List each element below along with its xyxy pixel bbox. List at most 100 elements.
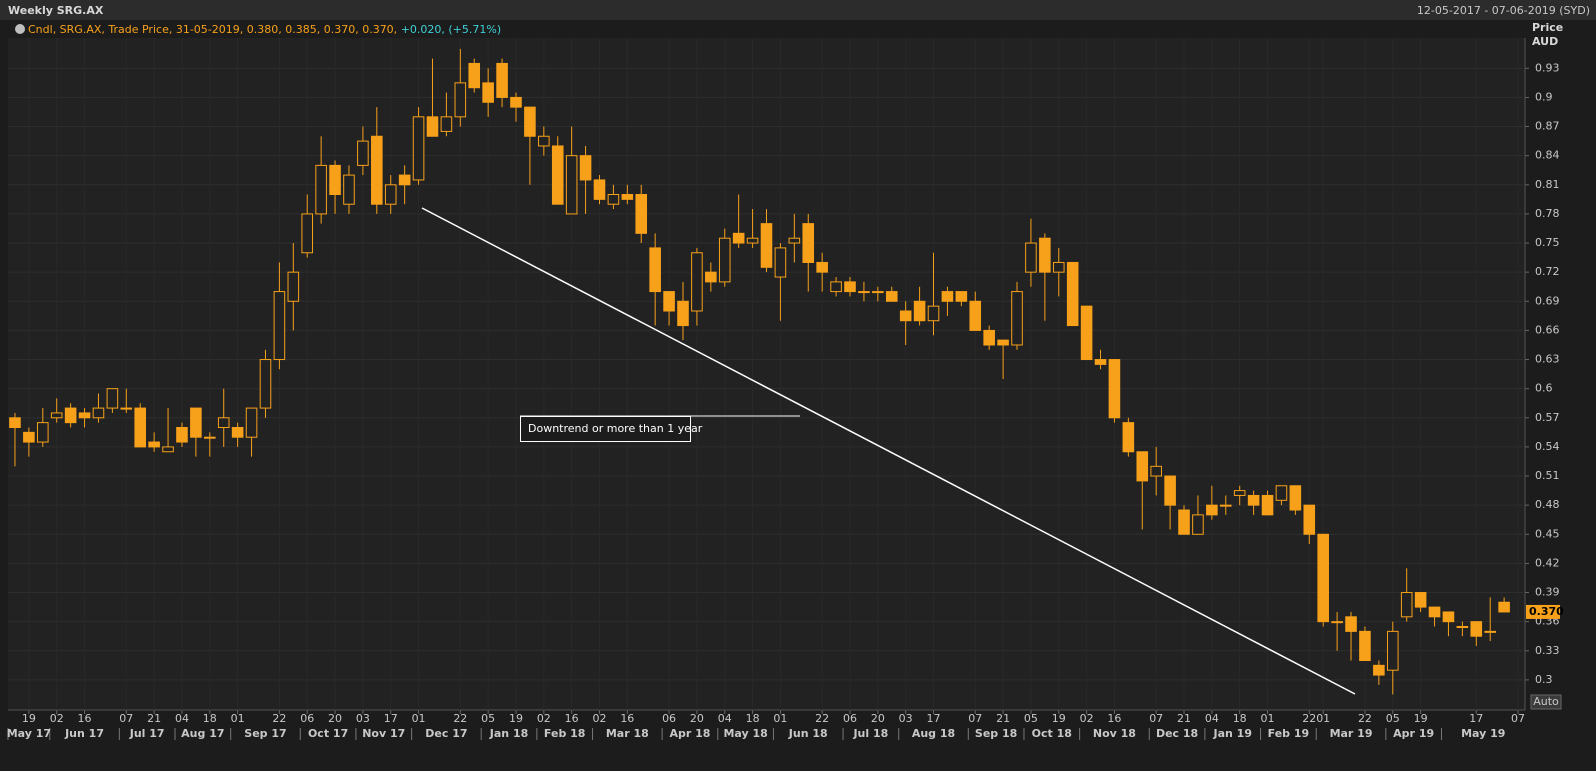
x-tick-label: 21	[147, 712, 161, 725]
candle-body	[259, 359, 272, 409]
candle-body	[677, 300, 689, 327]
y-axis-title: AUD	[1532, 35, 1558, 48]
y-tick-label: 0.78	[1535, 207, 1560, 220]
y-tick-label: 0.33	[1535, 644, 1560, 657]
candle-body	[1080, 305, 1093, 361]
candle-body	[802, 223, 815, 263]
month-label: Jul 17	[129, 727, 165, 740]
candle-body	[1345, 616, 1357, 632]
candle-body	[732, 232, 745, 244]
y-tick-label: 0.48	[1535, 498, 1560, 511]
x-tick-label: 22	[1358, 712, 1372, 725]
candle-body	[1247, 494, 1260, 506]
candle-body	[134, 407, 147, 448]
candle-body	[1331, 621, 1343, 624]
x-tick-label: 03	[356, 712, 370, 725]
month-label: Aug 17	[181, 727, 224, 740]
candle-body	[398, 174, 411, 186]
candle-body	[190, 407, 202, 438]
candle-body	[301, 213, 314, 254]
candle-body	[872, 291, 884, 294]
candle-body	[1317, 533, 1329, 623]
x-tick-label: 17	[927, 712, 941, 725]
month-label: Jan 18	[489, 727, 528, 740]
month-label: Feb 19	[1268, 727, 1310, 740]
month-label: Dec 17	[425, 727, 467, 740]
candle-body	[830, 281, 842, 293]
x-tick-label: 05	[1024, 712, 1038, 725]
candle-body	[1400, 592, 1413, 618]
month-label: Jan 19	[1212, 727, 1251, 740]
candle-body	[663, 291, 675, 312]
candle-body	[1122, 422, 1135, 453]
scale-button[interactable]	[1530, 694, 1562, 710]
candle-body	[1261, 494, 1274, 516]
candle-body	[148, 441, 160, 448]
candle-body	[468, 62, 481, 89]
x-tick-label: 04	[175, 712, 189, 725]
candle-body	[176, 426, 188, 443]
x-tick-label: 04	[1205, 712, 1219, 725]
last-price-label: 0.370	[1529, 605, 1564, 618]
last-price-tag	[1526, 604, 1560, 619]
candle-body	[1164, 475, 1176, 506]
candle-body	[106, 388, 119, 409]
month-label: Apr 18	[669, 727, 710, 740]
legend-change: +0.020, (+5.71%)	[401, 23, 501, 36]
x-tick-label: 16	[1107, 712, 1121, 725]
legend-entry: Cndl, SRG.AX, Trade Price, 31-05-2019, 0…	[28, 23, 501, 36]
legend-icon	[15, 24, 25, 34]
candle-body	[37, 422, 49, 443]
candle-body	[1498, 601, 1510, 613]
month-label: Apr 19	[1393, 727, 1434, 740]
candle-body	[162, 446, 174, 453]
x-tick-label: 01	[1316, 712, 1330, 725]
candle-body	[997, 339, 1009, 346]
month-label: Oct 17	[308, 727, 348, 740]
trend-line	[421, 207, 1356, 695]
candle-body	[384, 184, 397, 205]
month-label: Mar 18	[606, 727, 649, 740]
y-tick-label: 0.81	[1535, 178, 1560, 191]
x-tick-label: 21	[996, 712, 1010, 725]
x-tick-label: 07	[1511, 712, 1525, 725]
candle-body	[343, 174, 355, 205]
candle-body	[844, 281, 856, 293]
month-label: Jul 18	[852, 727, 888, 740]
x-tick-label: 01	[1261, 712, 1275, 725]
candle-body	[1373, 664, 1385, 676]
annotation: Downtrend or more than 1 year	[528, 422, 703, 435]
x-tick-label: 18	[1233, 712, 1247, 725]
x-tick-label: 21	[1177, 712, 1191, 725]
candle-body	[496, 62, 508, 98]
y-tick-label: 0.9	[1535, 90, 1553, 103]
x-tick-label: 07	[119, 712, 133, 725]
candle-body	[510, 96, 522, 108]
candle-body	[635, 194, 648, 234]
candle-body	[1150, 465, 1162, 477]
y-tick-label: 0.6	[1535, 382, 1553, 395]
month-label: Nov 18	[1093, 727, 1136, 740]
x-tick-label: 20	[871, 712, 885, 725]
candle-body	[1470, 621, 1483, 637]
candle-body	[64, 407, 77, 424]
candle-body	[78, 412, 91, 419]
x-tick-label: 05	[1386, 712, 1400, 725]
x-tick-label: 16	[78, 712, 92, 725]
month-label: Sep 18	[975, 727, 1017, 740]
y-tick-label: 0.51	[1535, 469, 1560, 482]
x-tick-label: 19	[509, 712, 523, 725]
month-label: Nov 17	[362, 727, 405, 740]
date-range: 12-05-2017 - 07-06-2019 (SYD)	[1417, 4, 1590, 17]
candle-body	[1178, 509, 1190, 535]
candle-body	[1025, 242, 1037, 273]
x-tick-label: 20	[328, 712, 342, 725]
candle-body	[315, 164, 327, 215]
scale-button-label[interactable]: Auto	[1533, 695, 1559, 708]
x-tick-label: 22	[272, 712, 286, 725]
x-tick-label: 19	[1414, 712, 1428, 725]
candle-body	[607, 194, 620, 205]
candle-body	[565, 155, 578, 215]
candle-body	[245, 407, 258, 438]
